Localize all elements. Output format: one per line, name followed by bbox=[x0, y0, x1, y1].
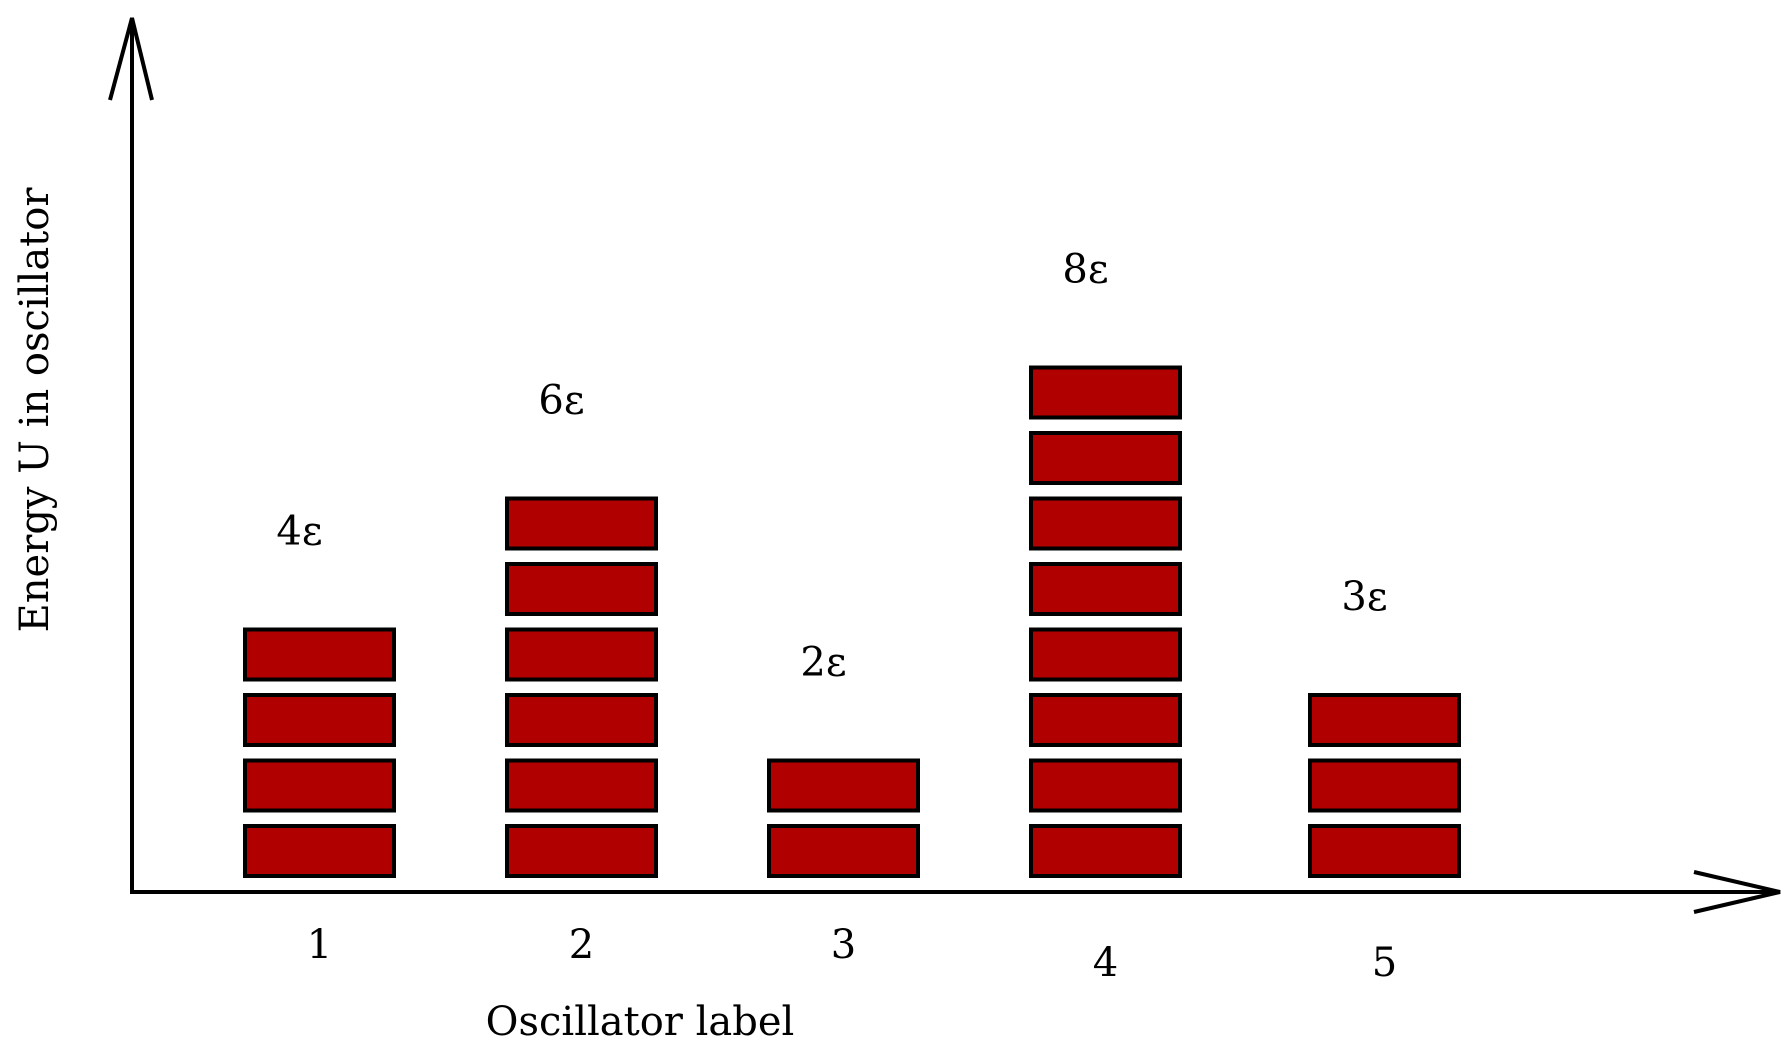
energy-quantum-block bbox=[505, 562, 658, 616]
energy-label: 3ε bbox=[1341, 574, 1387, 620]
energy-quantum-block bbox=[767, 758, 920, 813]
energy-label: 6ε bbox=[538, 378, 584, 424]
energy-label: 4ε bbox=[276, 509, 322, 555]
x-axis-title: Oscillator label bbox=[486, 999, 795, 1045]
y-axis-title: Energy U in oscillator bbox=[12, 187, 58, 633]
energy-quantum-block bbox=[1029, 758, 1182, 813]
oscillator-tick-label: 3 bbox=[831, 922, 856, 968]
energy-quantum-block bbox=[505, 824, 658, 878]
energy-quantum-block bbox=[1029, 496, 1182, 551]
energy-quantum-block bbox=[1029, 562, 1182, 616]
y-axis-arrowhead bbox=[108, 17, 154, 101]
energy-label: 8ε bbox=[1062, 247, 1108, 293]
oscillator-tick-label: 5 bbox=[1372, 940, 1397, 986]
energy-quantum-block bbox=[767, 824, 920, 878]
energy-quantum-block bbox=[243, 627, 396, 682]
energy-label: 2ε bbox=[800, 640, 846, 686]
energy-quantum-block bbox=[243, 824, 396, 878]
energy-quantum-block bbox=[243, 758, 396, 813]
energy-quantum-block bbox=[505, 758, 658, 813]
energy-quantum-block bbox=[1308, 824, 1461, 878]
energy-quantum-block bbox=[1029, 431, 1182, 485]
x-axis-arrowhead bbox=[1693, 870, 1781, 914]
energy-quantum-block bbox=[1029, 824, 1182, 878]
energy-quantum-block bbox=[1308, 693, 1461, 747]
energy-quantum-block bbox=[505, 627, 658, 682]
energy-quantum-block bbox=[243, 693, 396, 747]
oscillator-tick-label: 2 bbox=[569, 922, 594, 968]
energy-quantum-block bbox=[1308, 758, 1461, 813]
energy-quantum-block bbox=[505, 496, 658, 551]
oscillator-tick-label: 4 bbox=[1093, 940, 1118, 986]
energy-quantum-block bbox=[1029, 693, 1182, 747]
oscillator-tick-label: 1 bbox=[307, 922, 332, 968]
energy-quantum-block bbox=[1029, 365, 1182, 420]
energy-quantum-block bbox=[1029, 627, 1182, 682]
energy-quantum-block bbox=[505, 693, 658, 747]
oscillator-columns: 4ε 1 6ε 2 2ε 3 8ε 4 3ε 5 bbox=[243, 247, 1461, 986]
